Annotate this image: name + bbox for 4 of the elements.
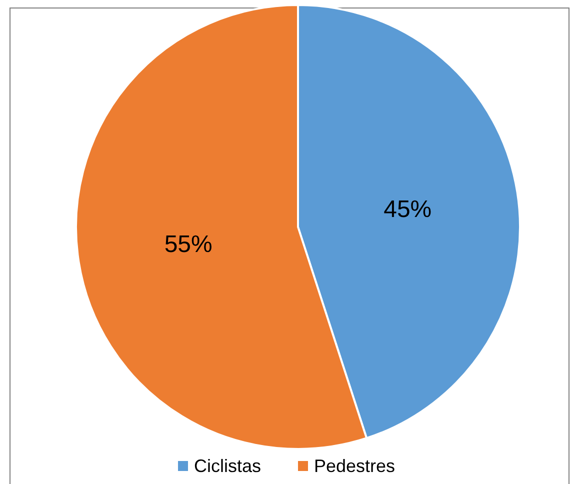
legend-label: Pedestres [314,456,396,476]
data-label: 45% [384,196,432,224]
data-label: 55% [164,230,212,258]
legend-label: Ciclistas [194,456,262,476]
